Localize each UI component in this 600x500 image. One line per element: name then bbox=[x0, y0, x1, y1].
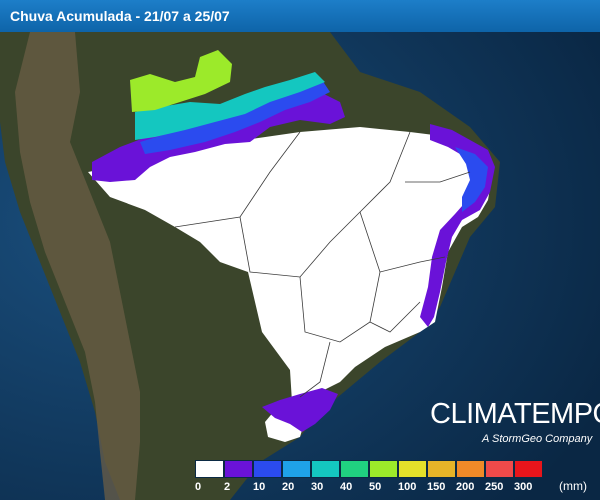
climatempo-logo: CLIMATEMPO A StormGeo Company bbox=[430, 398, 600, 452]
rainfall-legend: 0 2 10 20 30 40 50 100 150 200 250 300 (mm) bbox=[195, 457, 593, 496]
legend-swatch bbox=[195, 460, 224, 478]
legend-swatch bbox=[311, 460, 340, 478]
legend-tick-label: 30 bbox=[311, 481, 324, 493]
legend-swatch bbox=[369, 460, 398, 478]
legend-tick-label: 250 bbox=[485, 481, 504, 493]
legend-tick-label: 150 bbox=[427, 481, 446, 493]
brand-tagline: A StormGeo Company bbox=[482, 433, 593, 445]
legend-tick-label: 50 bbox=[369, 481, 382, 493]
legend-swatch bbox=[340, 460, 369, 478]
rain-zone-south bbox=[262, 388, 338, 432]
legend-tick-label: 300 bbox=[514, 481, 533, 493]
andes-highlands bbox=[15, 32, 140, 500]
legend-swatch bbox=[253, 460, 282, 478]
legend-swatch bbox=[224, 460, 253, 478]
legend-tick-label: 0 bbox=[195, 481, 202, 493]
map-title: Chuva Acumulada - 21/07 a 25/07 bbox=[0, 0, 600, 32]
legend-tick-label: 2 bbox=[224, 481, 231, 493]
legend-swatch bbox=[398, 460, 427, 478]
legend-swatch bbox=[427, 460, 456, 478]
legend-tick-label: 100 bbox=[398, 481, 417, 493]
rain-zone-northeast-coast bbox=[420, 124, 495, 327]
rainfall-map bbox=[0, 32, 600, 500]
legend-swatch bbox=[456, 460, 485, 478]
brazil-dry-area bbox=[88, 127, 492, 442]
legend-swatch bbox=[282, 460, 311, 478]
legend-swatches bbox=[195, 460, 543, 478]
legend-tick-label: 200 bbox=[456, 481, 475, 493]
legend-tick-label: 10 bbox=[253, 481, 266, 493]
rain-zone-north-cyan bbox=[135, 72, 325, 140]
legend-tick-label: 20 bbox=[282, 481, 295, 493]
legend-tick-label: 40 bbox=[340, 481, 353, 493]
rain-zone-northeast-blue bbox=[455, 147, 488, 212]
legend-unit: (mm) bbox=[559, 479, 587, 493]
rain-zone-north-lime bbox=[130, 50, 232, 112]
brand-name: CLIMATEMPO bbox=[430, 398, 600, 430]
state-borders bbox=[174, 131, 471, 398]
legend-swatch bbox=[485, 460, 514, 478]
legend-swatch bbox=[514, 460, 543, 478]
